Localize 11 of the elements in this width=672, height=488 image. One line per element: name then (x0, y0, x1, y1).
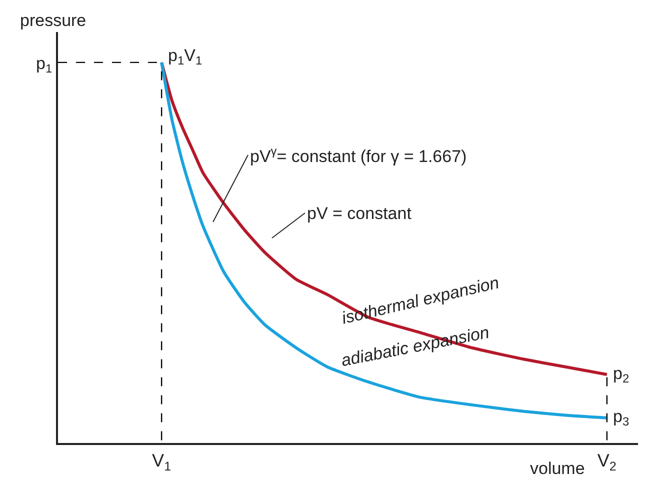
annotation: pV = constant (307, 204, 412, 223)
x-tick-label: V$_{2}$ (597, 450, 616, 474)
annotation: p$_{2}$ (613, 364, 630, 386)
annotation: pV$^{γ}$= constant (for γ = 1.667) (250, 144, 467, 166)
annotation: p$_{1}$V$_{1}$ (168, 46, 202, 68)
x-tick-label: V$_{1}$ (152, 450, 172, 474)
annotation: p$_{3}$ (613, 407, 630, 429)
y-axis-title: pressure (20, 11, 86, 30)
x-axis-title: volume (530, 459, 585, 478)
text: p$_{1}$ (36, 54, 52, 76)
annotation: adiabatic expansion (340, 322, 491, 370)
